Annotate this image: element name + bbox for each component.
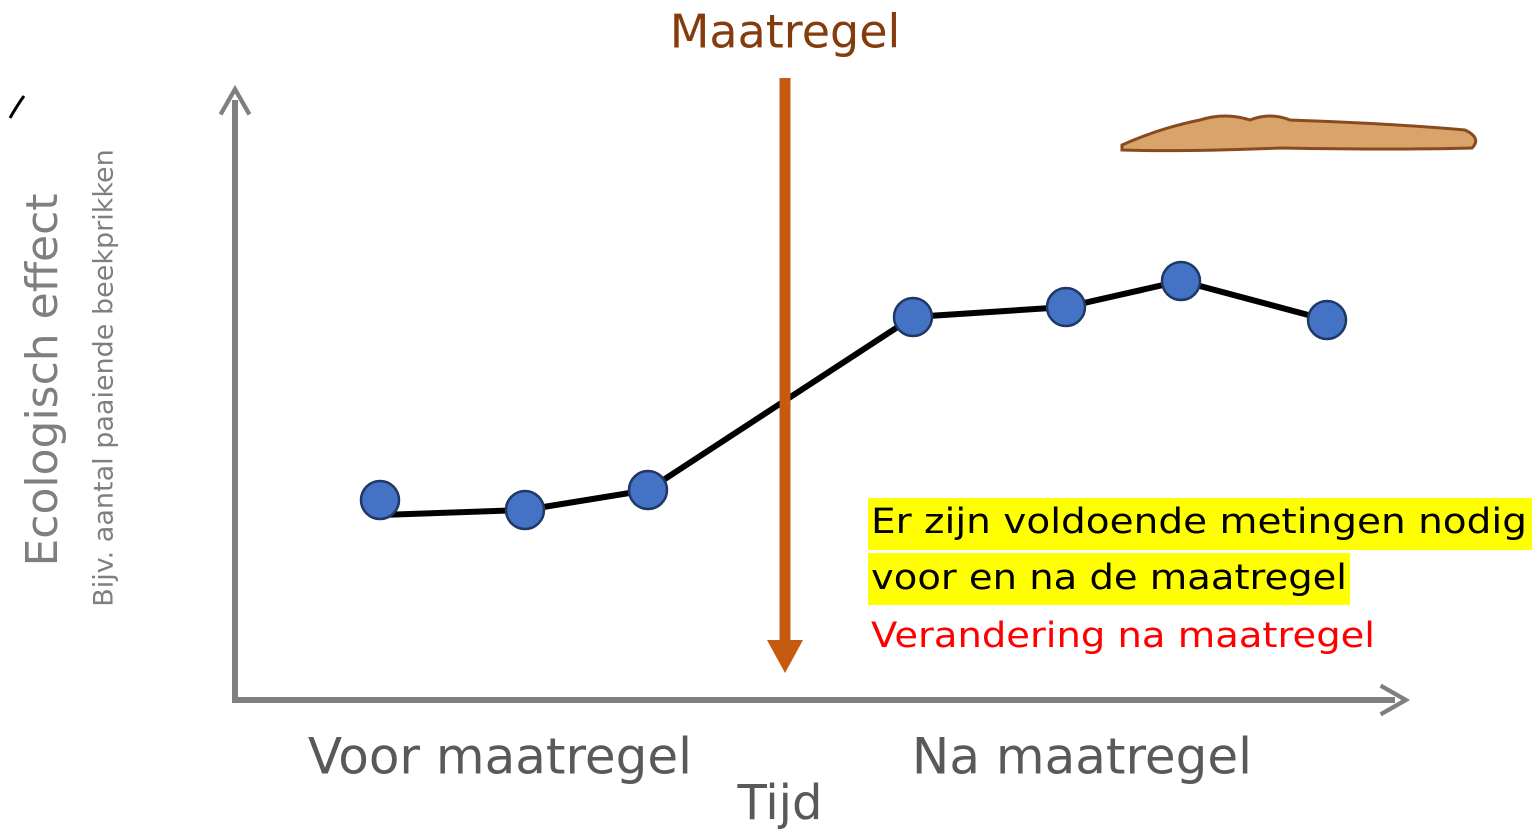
note-line: Er zijn voldoende metingen nodig	[871, 502, 1527, 542]
point	[1160, 260, 1202, 302]
y-axis-sublabel: Bijv. aantal paaiende beekprikken	[89, 149, 120, 607]
y-axis-label: Ecologisch effect	[17, 193, 68, 566]
x-category: Na maatregel	[912, 728, 1252, 786]
highlight	[868, 553, 1350, 605]
point	[504, 489, 546, 531]
x-category: Voor maatregel	[308, 728, 692, 786]
point	[627, 469, 669, 511]
point	[892, 296, 934, 338]
title: Maatregel	[670, 5, 901, 59]
trend-line	[379, 277, 1328, 518]
measure-arrowhead	[767, 640, 803, 673]
highlight	[868, 498, 1532, 550]
note-line: voor en na de maatregel	[871, 558, 1347, 598]
point	[359, 479, 401, 521]
lamprey-image	[1120, 114, 1478, 153]
change-note: Verandering na maatregel	[871, 616, 1375, 656]
point	[1045, 286, 1087, 328]
point	[1306, 299, 1348, 341]
points	[359, 260, 1348, 531]
x-axis-label: Tijd	[737, 775, 823, 831]
stroke-fragment	[8, 95, 26, 119]
